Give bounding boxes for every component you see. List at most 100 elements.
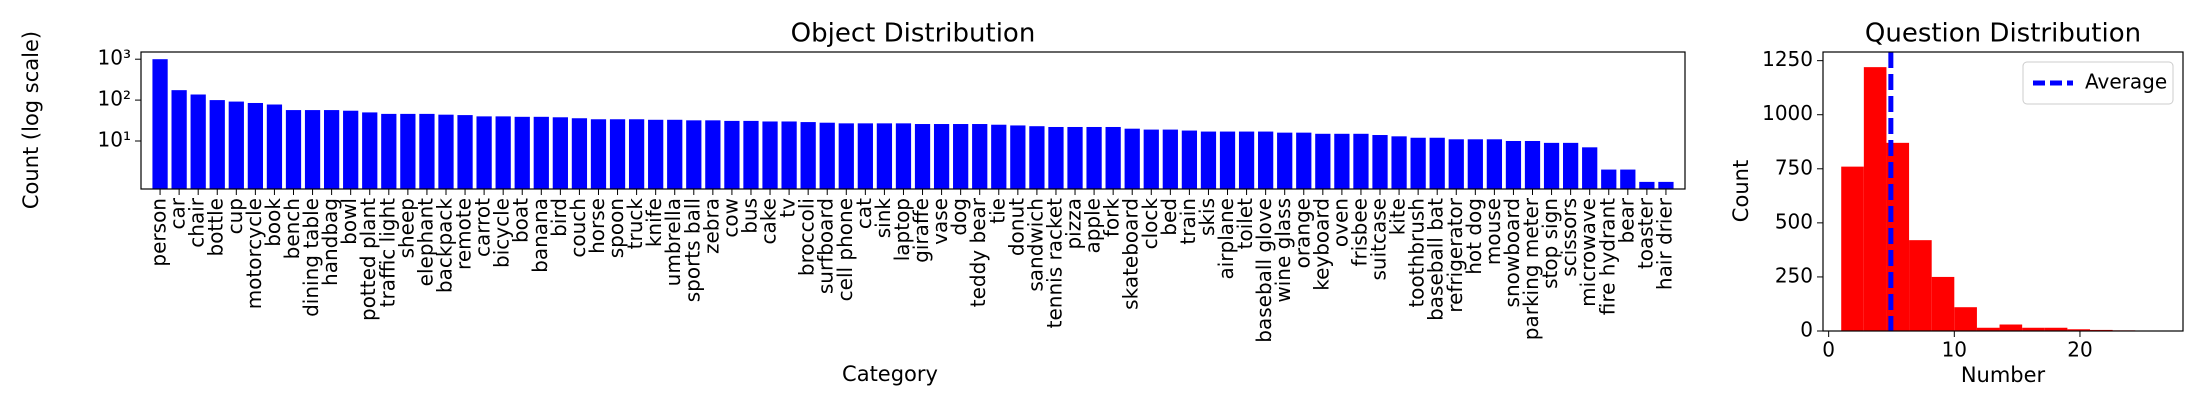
x-tick-label: hair drier — [1652, 197, 1676, 290]
x-tick-label: toaster — [1633, 197, 1657, 269]
bar — [171, 90, 187, 189]
x-tick-label: toothbrush — [1405, 198, 1429, 308]
bar — [781, 121, 797, 189]
x-tick-label: bed — [1157, 198, 1181, 236]
x-tick-label: bus — [737, 198, 761, 234]
x-tick-label: snowboard — [1500, 198, 1524, 307]
x-axis-label: Number — [1961, 363, 2046, 387]
plot-frame — [1822, 51, 2184, 332]
bar — [628, 119, 645, 189]
x-tick-label: knife — [642, 198, 666, 247]
x-tick-label: bowl — [337, 198, 361, 245]
bar — [667, 119, 683, 189]
y-tick-label: 0 — [1800, 318, 1813, 342]
x-tick-label: potted plant — [356, 198, 380, 321]
bar — [247, 102, 263, 189]
x-tick-label: refrigerator — [1443, 197, 1467, 312]
bar — [304, 110, 321, 189]
x-tick-label: skateboard — [1119, 198, 1143, 310]
bar — [1200, 131, 1217, 189]
histogram-bar — [2044, 327, 2068, 331]
x-tick-label: baseball bat — [1424, 198, 1448, 321]
x-tick-label: vase — [928, 198, 952, 245]
x-tick-label: microwave — [1576, 198, 1600, 307]
y-tick-label: 750 — [1775, 155, 1813, 179]
x-tick-label: bottle — [204, 198, 228, 256]
x-tick-label: keyboard — [1309, 198, 1333, 291]
y-axis-label: Count — [1729, 160, 1753, 222]
histogram-bar — [1909, 240, 1932, 331]
x-tick-label: bear — [1614, 197, 1638, 243]
y-axis-label: Count (log scale) — [19, 31, 43, 209]
x-tick-label: orange — [1290, 198, 1314, 268]
bar — [514, 116, 530, 189]
x-tick-label: kite — [1386, 198, 1410, 235]
bar — [190, 94, 206, 189]
bar — [362, 112, 378, 189]
bar — [800, 122, 816, 189]
bar — [1219, 131, 1236, 189]
x-tick-label: frisbee — [1347, 198, 1371, 267]
x-tick-label: car — [166, 197, 190, 229]
x-tick-label: motorcycle — [242, 198, 266, 309]
histogram-bar — [2067, 329, 2091, 331]
bar — [495, 116, 511, 189]
x-tick-label: traffic light — [375, 198, 399, 307]
bar — [1162, 129, 1178, 189]
x-tick-label: remote — [452, 198, 476, 270]
x-tick-label: sink — [871, 198, 895, 239]
bar — [609, 119, 626, 189]
bar — [1181, 130, 1198, 189]
bar — [533, 116, 549, 189]
x-tick-label: backpack — [432, 198, 456, 293]
histogram-bar — [1976, 327, 2000, 331]
x-tick-label: bench — [280, 198, 304, 259]
x-tick-label: fork — [1100, 198, 1124, 238]
bar — [1372, 135, 1388, 189]
bar — [1086, 126, 1102, 189]
x-tick-label: elephant — [413, 198, 437, 286]
bar — [895, 123, 912, 189]
y-tick-label: 1250 — [1762, 47, 1813, 71]
x-tick-label: surfboard — [814, 198, 838, 294]
x-tick-label: tv — [776, 198, 800, 218]
x-tick-label: cell phone — [833, 198, 857, 301]
x-tick-label: 0 — [1822, 338, 1835, 362]
x-tick-label: train — [1176, 198, 1200, 245]
bar — [152, 59, 168, 189]
histogram-bar — [1999, 324, 2023, 331]
x-tick-label: banana — [528, 198, 552, 273]
x-tick-label: handbag — [318, 198, 342, 286]
x-tick-label: donut — [1004, 198, 1028, 256]
x-tick-label: oven — [1328, 198, 1352, 247]
bar — [933, 124, 950, 189]
x-tick-label: chair — [185, 197, 209, 247]
bar — [1429, 137, 1445, 189]
x-tick-label: dog — [947, 198, 971, 236]
plot-frame — [140, 51, 1686, 190]
legend-label: Average — [2085, 70, 2167, 94]
bar — [1543, 142, 1560, 189]
bar — [571, 118, 588, 189]
x-tick-label: person — [147, 198, 171, 267]
x-tick-label: tie — [985, 198, 1009, 224]
bar — [1391, 136, 1407, 189]
bar — [1029, 126, 1045, 189]
x-tick-label: hot dog — [1462, 198, 1486, 275]
x-tick-label: clock — [1138, 198, 1162, 250]
bar — [1505, 140, 1522, 189]
x-tick-label: fire hydrant — [1595, 198, 1619, 315]
bar — [1353, 133, 1369, 189]
bar — [1639, 181, 1655, 189]
x-tick-label: wine glass — [1271, 198, 1295, 303]
x-tick-label: book — [261, 198, 285, 247]
x-tick-label: couch — [566, 198, 590, 258]
bar — [1105, 126, 1121, 189]
chart-title: Object Distribution — [791, 19, 1036, 49]
bar — [648, 119, 664, 189]
y-tick-label: 10³ — [98, 46, 131, 70]
bar — [476, 116, 492, 189]
bar — [857, 123, 873, 189]
x-tick-label: boat — [509, 198, 533, 243]
